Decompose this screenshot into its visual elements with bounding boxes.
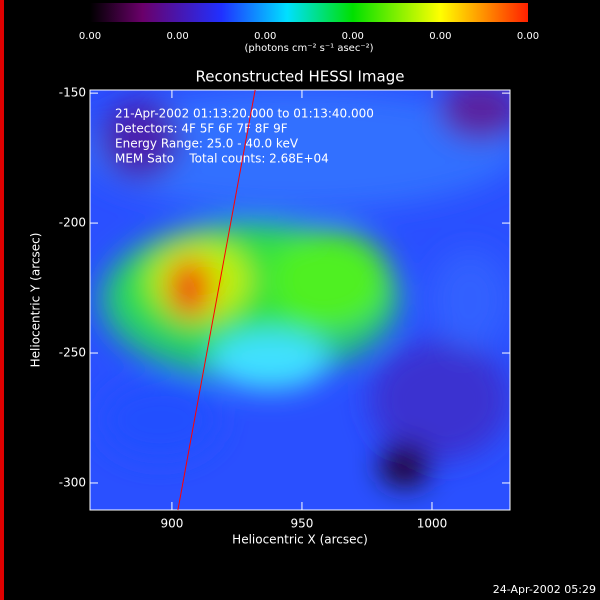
y-tick-label: -250 (59, 346, 86, 360)
limb-line (177, 89, 256, 511)
colorbar-tick-label: 0.00 (342, 31, 364, 42)
y-tick-label: -150 (59, 86, 86, 100)
annotation: MEM Sato Total counts: 2.68E+04 (115, 152, 329, 166)
y-tick-label: -200 (59, 216, 86, 230)
plot-frame (89, 89, 511, 511)
annotation: 21-Apr-2002 01:13:20.000 to 01:13:40.000 (115, 107, 374, 121)
colorbar-tick-label: 0.00 (254, 31, 276, 42)
x-tick-label: 1000 (417, 517, 448, 531)
x-tick-label: 950 (290, 517, 313, 531)
colorbar-tick-label: 0.00 (517, 31, 539, 42)
colorbar-tick-label: 0.00 (79, 31, 101, 42)
y-axis-label: Heliocentric Y (arcsec) (29, 233, 43, 368)
edge-bar (0, 0, 4, 600)
x-axis-label: Heliocentric X (arcsec) (232, 533, 368, 547)
colorbar-tick-label: 0.00 (166, 31, 188, 42)
colorbar (90, 3, 528, 22)
x-tick-label: 900 (160, 517, 183, 531)
heatmap (90, 90, 510, 510)
annotation: Detectors: 4F 5F 6F 7F 8F 9F (115, 122, 288, 136)
y-tick-label: -300 (59, 475, 86, 489)
chart-title: Reconstructed HESSI Image (196, 68, 405, 86)
colorbar-label: (photons cm⁻² s⁻¹ asec⁻²) (244, 43, 373, 54)
colorbar-tick-label: 0.00 (429, 31, 451, 42)
annotation: Energy Range: 25.0 - 40.0 keV (115, 137, 299, 151)
timestamp: 24-Apr-2002 05:29 (493, 583, 596, 596)
